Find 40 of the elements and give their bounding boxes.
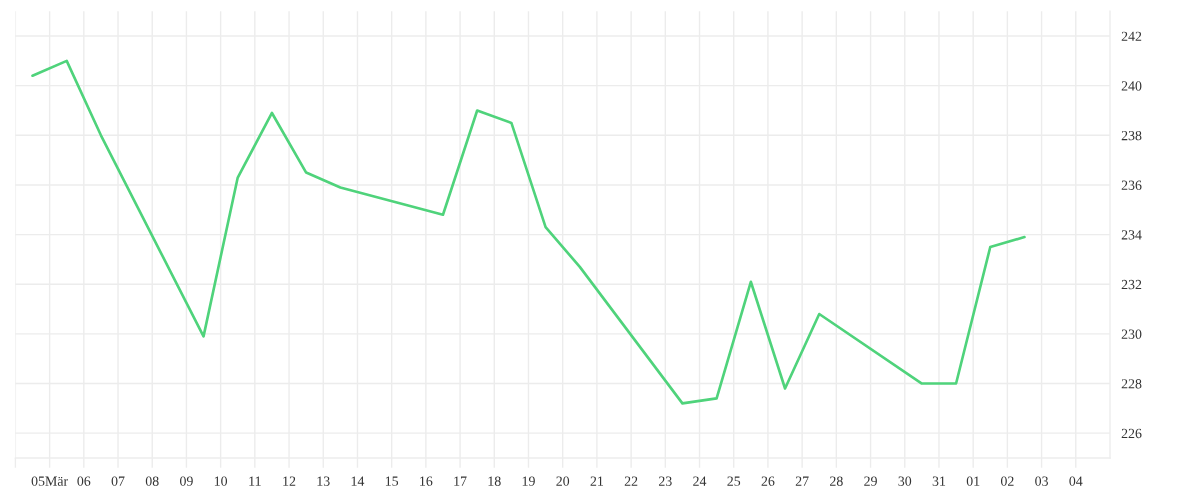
x-tick-label: 31 [932, 476, 946, 486]
x-tick-label: 24 [693, 476, 707, 486]
x-tick-label: 13 [317, 476, 330, 486]
x-tick-label: 22 [624, 476, 638, 486]
x-tick-label: 07 [111, 476, 125, 486]
x-tick-label: 02 [1000, 476, 1014, 486]
x-tick-label: 23 [658, 476, 672, 486]
x-tick-label: 25 [727, 476, 741, 486]
y-tick-label: 236 [1121, 180, 1142, 190]
y-tick-label: 230 [1121, 329, 1142, 339]
x-tick-label: 15 [385, 476, 399, 486]
x-tick-label: 06 [77, 476, 91, 486]
x-tick-label: 20 [556, 476, 570, 486]
x-tick-label: 04 [1069, 476, 1083, 486]
x-tick-label: 27 [795, 476, 809, 486]
x-tick-label: 30 [898, 476, 912, 486]
x-tick-label: 26 [761, 476, 775, 486]
y-tick-label: 228 [1121, 379, 1142, 389]
y-tick-label: 234 [1121, 230, 1142, 240]
x-tick-label: 11 [249, 476, 261, 486]
y-tick-label: 238 [1121, 130, 1142, 141]
x-tick-label: 29 [864, 476, 877, 486]
x-tick-label: 17 [454, 476, 467, 486]
x-tick-label: 18 [488, 476, 501, 486]
x-tick-label: 10 [214, 476, 228, 486]
y-tick-label: 232 [1121, 279, 1142, 290]
x-tick-label: 09 [180, 476, 193, 486]
x-tick-label: 05Mär [31, 476, 68, 486]
y-tick-label: 242 [1121, 31, 1142, 41]
x-tick-label: 28 [830, 476, 843, 486]
x-tick-label: 12 [283, 476, 296, 486]
x-tick-label: 03 [1035, 476, 1048, 486]
x-tick-label: 14 [351, 476, 365, 486]
x-tick-label: 19 [522, 476, 535, 486]
x-tick-label: 01 [966, 476, 980, 486]
y-tick-label: 226 [1121, 428, 1142, 439]
y-tick-label: 240 [1121, 81, 1142, 91]
x-tick-label: 16 [420, 476, 433, 486]
x-tick-label: 21 [590, 476, 604, 486]
x-tick-label: 08 [145, 476, 159, 486]
